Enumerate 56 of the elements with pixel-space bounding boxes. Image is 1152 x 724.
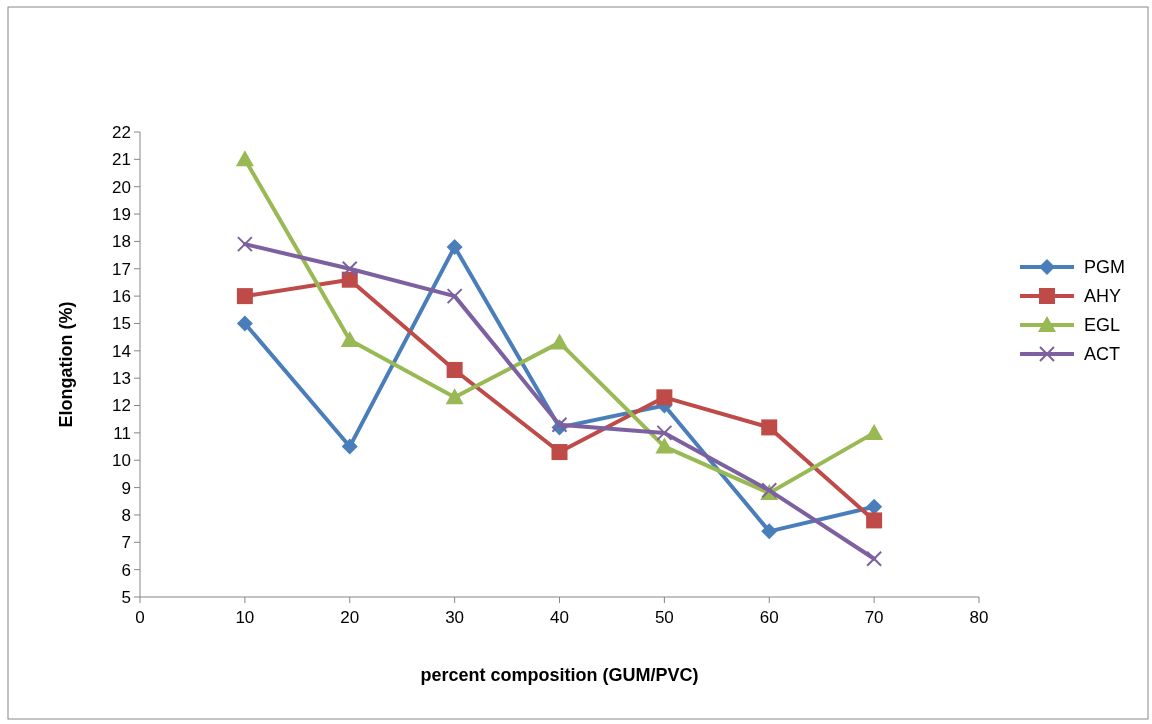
y-tick-label: 8 <box>121 505 131 525</box>
point <box>236 315 253 332</box>
y-tick-label: 14 <box>112 341 131 361</box>
point <box>550 333 569 350</box>
point <box>551 444 568 461</box>
point <box>445 388 464 405</box>
y-tick-label: 9 <box>121 478 131 498</box>
y-tick-label: 16 <box>112 287 131 307</box>
y-tick-label: 21 <box>112 150 131 170</box>
x-tick-label: 0 <box>135 608 145 627</box>
y-tick-label: 15 <box>112 314 131 334</box>
legend-label: ACT <box>1084 344 1120 365</box>
point <box>340 330 359 347</box>
point <box>866 498 883 515</box>
point <box>446 288 463 305</box>
y-tick-label: 17 <box>112 259 131 279</box>
point <box>761 523 778 540</box>
x-tick-label: 60 <box>759 608 779 627</box>
point <box>446 361 463 378</box>
y-tick-label: 12 <box>112 396 131 416</box>
point <box>341 260 358 277</box>
point <box>656 389 673 406</box>
point <box>235 150 254 167</box>
point <box>341 438 358 455</box>
y-tick-label: 13 <box>112 369 131 389</box>
point <box>446 238 463 255</box>
legend-label: EGL <box>1084 315 1121 336</box>
legend-label: PGM <box>1084 257 1126 278</box>
y-tick-label: 6 <box>121 560 131 580</box>
x-axis-title: percent composition (GUM/PVC) <box>420 665 699 685</box>
point <box>341 271 358 288</box>
point <box>236 236 253 253</box>
legend-label: AHY <box>1084 286 1122 307</box>
y-tick-label: 19 <box>112 205 131 225</box>
y-tick-label: 7 <box>121 533 131 553</box>
x-tick-label: 50 <box>654 608 674 627</box>
x-tick-label: 80 <box>969 608 989 627</box>
y-tick-label: 10 <box>112 451 131 471</box>
x-tick-label: 40 <box>550 608 569 627</box>
x-tick-label: 10 <box>235 608 255 627</box>
y-tick-label: 11 <box>113 423 131 443</box>
y-tick-label: 22 <box>112 122 131 142</box>
x-tick-label: 20 <box>340 608 360 627</box>
point <box>866 550 883 567</box>
y-tick-label: 18 <box>112 232 131 252</box>
point <box>656 424 673 441</box>
point <box>865 423 884 440</box>
x-tick-label: 70 <box>864 608 884 627</box>
point <box>761 419 778 436</box>
point <box>655 437 674 454</box>
point <box>236 288 253 305</box>
y-tick-label: 5 <box>121 587 131 607</box>
y-axis-title: Elongation (%) <box>56 301 76 428</box>
y-tick-label: 20 <box>112 177 131 197</box>
x-tick-label: 30 <box>445 608 465 627</box>
point <box>866 512 883 529</box>
